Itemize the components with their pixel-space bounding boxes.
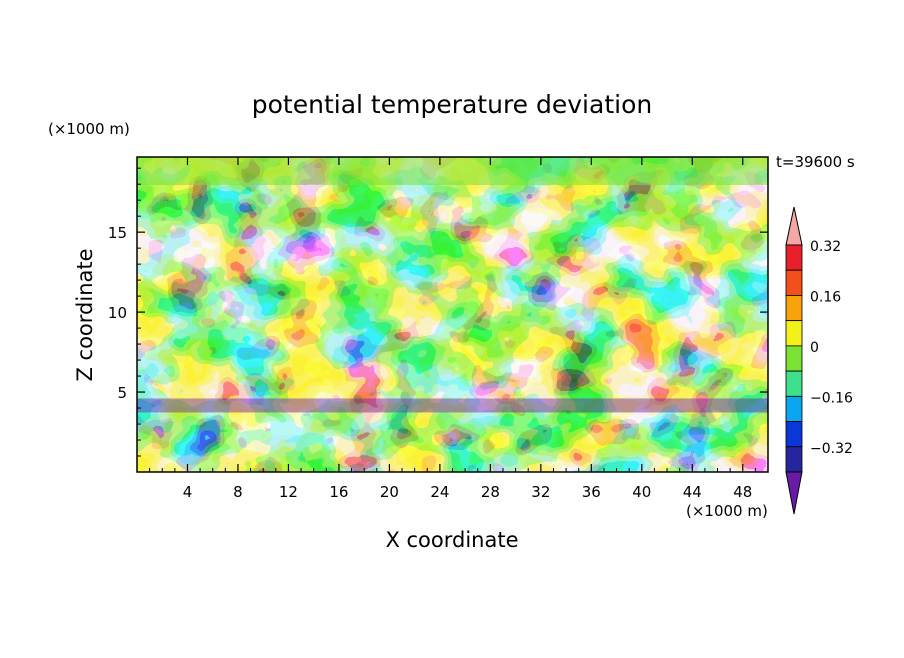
colorbar: 0.32 0.16 0 −0.16 −0.32 xyxy=(785,206,853,515)
colorbar-label: 0 xyxy=(810,340,819,356)
x-tick-label: 24 xyxy=(430,483,449,501)
x-axis: 4 8 12 16 20 24 28 32 36 40 44 48 xyxy=(149,157,756,501)
x-tick-label: 40 xyxy=(632,483,651,501)
x-tick-label: 16 xyxy=(329,483,348,501)
colorbar-label: −0.32 xyxy=(810,441,853,457)
y-tick-label: 10 xyxy=(108,304,127,322)
inversion-band xyxy=(137,398,768,413)
colorbar-extend-top xyxy=(785,206,803,246)
field-texture xyxy=(137,157,768,472)
colorbar-swatch xyxy=(785,295,803,322)
x-tick-label: 36 xyxy=(582,483,601,501)
field-overlay xyxy=(137,157,768,413)
y-tick-label: 15 xyxy=(108,224,127,242)
x-tick-label: 12 xyxy=(279,483,298,501)
x-tick-label: 44 xyxy=(683,483,702,501)
time-label: t=39600 s xyxy=(776,153,855,171)
colorbar-swatch xyxy=(785,421,803,448)
x-tick-label: 4 xyxy=(183,483,193,501)
x-tick-label: 32 xyxy=(531,483,550,501)
y-unit-label: (×1000 m) xyxy=(48,120,130,138)
x-axis-label: X coordinate xyxy=(385,528,518,552)
colorbar-label: 0.16 xyxy=(810,289,841,305)
upper-band xyxy=(137,157,768,185)
x-tick-label: 20 xyxy=(380,483,399,501)
colorbar-swatch xyxy=(785,345,803,372)
colorbar-label: 0.32 xyxy=(810,239,841,255)
colorbar-swatch xyxy=(785,395,803,422)
colorbar-label: −0.16 xyxy=(810,390,853,406)
chart-title: potential temperature deviation xyxy=(252,90,652,119)
colorbar-swatch xyxy=(785,244,803,271)
y-axis-label: Z coordinate xyxy=(73,248,97,381)
colorbar-swatch xyxy=(785,269,803,296)
y-axis: 5 10 15 xyxy=(108,167,768,457)
x-tick-label: 28 xyxy=(481,483,500,501)
x-tick-label: 8 xyxy=(233,483,243,501)
colorbar-extend-bottom xyxy=(785,471,803,515)
colorbar-swatch xyxy=(785,320,803,347)
x-tick-label: 48 xyxy=(733,483,752,501)
y-tick-label: 5 xyxy=(117,384,127,402)
x-unit-label: (×1000 m) xyxy=(686,502,768,520)
colorbar-swatch xyxy=(785,446,803,473)
colorbar-swatch xyxy=(785,370,803,397)
contour-field xyxy=(137,157,768,472)
